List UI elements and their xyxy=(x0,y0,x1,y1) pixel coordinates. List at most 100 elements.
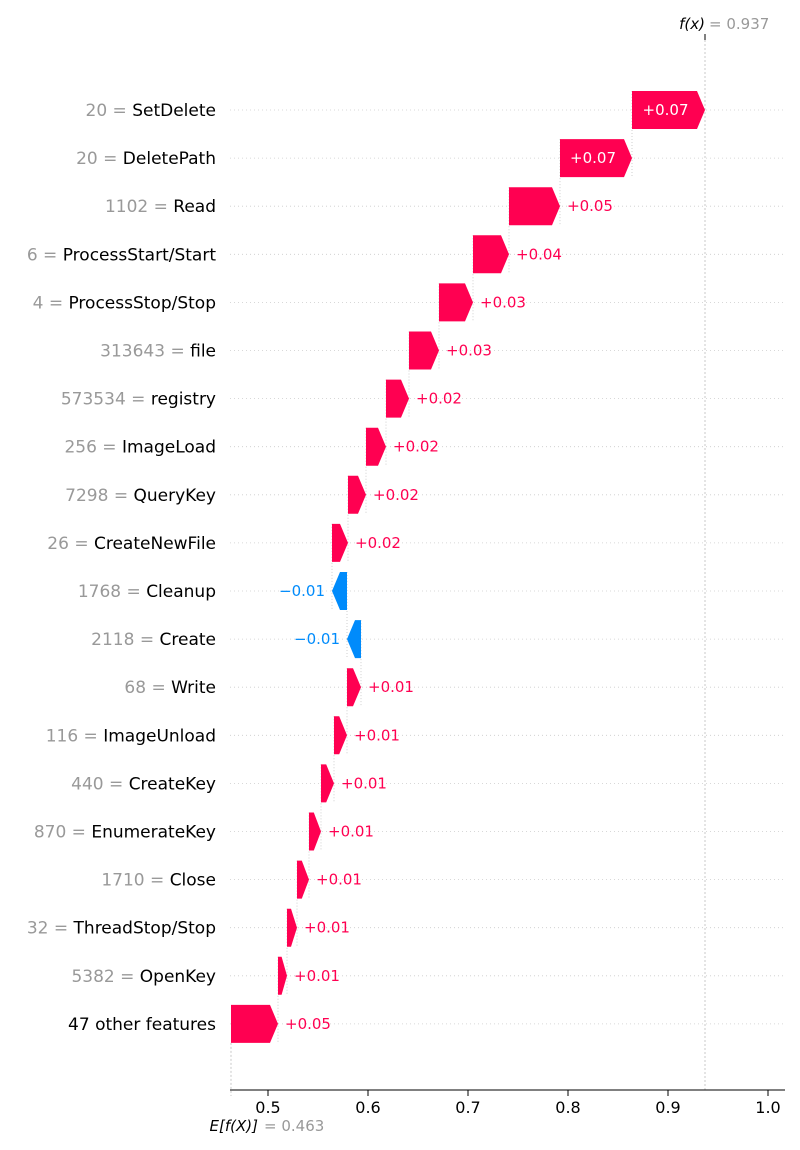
bar-value-label: +0.07 xyxy=(570,149,616,167)
feature-name: Write xyxy=(171,678,216,698)
bar-positive xyxy=(386,379,409,418)
base-label: E[f(X)] xyxy=(210,1117,259,1135)
feature-value: 26 xyxy=(47,534,69,554)
feature-value: 6 xyxy=(27,245,38,265)
bar-positive xyxy=(473,235,509,274)
feature-value: 573534 xyxy=(61,390,126,410)
bar-positive xyxy=(297,860,309,899)
bar-value-label: +0.02 xyxy=(355,534,401,552)
bar-value-label: +0.01 xyxy=(294,967,340,985)
feature-name: CreateNewFile xyxy=(94,534,216,554)
bar-positive xyxy=(509,187,560,226)
bar-value-label: +0.05 xyxy=(567,197,613,215)
x-tick-label: 0.8 xyxy=(555,1098,580,1117)
feature-value: 116 xyxy=(46,726,78,746)
feature-label: 68 = Write xyxy=(124,678,216,698)
x-tick-label: 0.7 xyxy=(455,1098,480,1117)
feature-name: ImageLoad xyxy=(122,438,216,458)
feature-name: 47 other features xyxy=(68,1015,216,1035)
feature-name: EnumerateKey xyxy=(91,823,216,843)
bar-positive xyxy=(334,716,347,755)
feature-name: SetDelete xyxy=(132,101,216,121)
bar-positive xyxy=(278,956,287,995)
bar-positive xyxy=(439,283,473,322)
bar-value-label: −0.01 xyxy=(294,630,340,648)
feature-value: 870 xyxy=(34,823,66,843)
feature-value: 313643 xyxy=(100,342,165,362)
output-value-text: = 0.937 xyxy=(709,15,769,33)
bar-value-label: +0.02 xyxy=(393,438,439,456)
feature-value: 4 xyxy=(33,293,44,313)
feature-name: Create xyxy=(160,630,217,650)
bar-positive xyxy=(309,812,321,851)
feature-label: 1768 = Cleanup xyxy=(78,582,216,602)
feature-name: Read xyxy=(173,197,216,217)
x-tick-label: 0.5 xyxy=(255,1098,280,1117)
bar-value-label: +0.01 xyxy=(354,726,400,744)
feature-value: 256 xyxy=(64,438,96,458)
feature-label: 870 = EnumerateKey xyxy=(34,823,216,843)
bar-value-label: +0.03 xyxy=(446,342,492,360)
bar-positive xyxy=(347,668,361,707)
bar-negative xyxy=(347,620,361,659)
feature-value: 20 xyxy=(86,101,108,121)
feature-label: 26 = CreateNewFile xyxy=(47,534,216,554)
feature-label: 256 = ImageLoad xyxy=(64,438,216,458)
feature-name: QueryKey xyxy=(134,486,217,506)
feature-label: 1710 = Close xyxy=(101,871,216,891)
feature-name: ThreadStop/Stop xyxy=(73,919,216,939)
feature-label: 20 = DeletePath xyxy=(76,149,216,169)
feature-value: 5382 xyxy=(71,967,114,987)
feature-value: 32 xyxy=(27,919,49,939)
feature-value: 440 xyxy=(71,774,103,794)
bar-positive xyxy=(287,908,297,947)
x-tick-label: 0.6 xyxy=(355,1098,380,1117)
bar-value-label: +0.05 xyxy=(285,1015,331,1033)
feature-label: 47 other features xyxy=(68,1015,216,1035)
feature-label: 7298 = QueryKey xyxy=(65,486,216,506)
feature-value: 2118 xyxy=(91,630,134,650)
feature-name: Cleanup xyxy=(146,582,216,602)
bar-value-label: +0.01 xyxy=(328,823,374,841)
bar-value-label: +0.03 xyxy=(480,293,526,311)
feature-name: DeletePath xyxy=(123,149,216,169)
bar-positive xyxy=(560,139,632,178)
bar-negative xyxy=(332,572,347,610)
feature-label: 313643 = file xyxy=(100,342,216,362)
feature-value: 1710 xyxy=(101,871,144,891)
bar-value-label: +0.02 xyxy=(373,486,419,504)
base-value-text: = 0.463 xyxy=(264,1117,324,1135)
bar-positive xyxy=(231,1004,278,1043)
bar-positive xyxy=(348,475,366,514)
bar-value-label: +0.01 xyxy=(304,919,350,937)
feature-label: 2118 = Create xyxy=(91,630,216,650)
x-tick-label: 0.9 xyxy=(655,1098,680,1117)
bar-value-label: −0.01 xyxy=(279,582,325,600)
x-tick-label: 1.0 xyxy=(755,1098,780,1117)
bar-positive xyxy=(366,427,386,466)
bar-value-label: +0.01 xyxy=(316,871,362,889)
feature-name: ProcessStop/Stop xyxy=(68,293,216,313)
bar-value-label: +0.01 xyxy=(368,678,414,696)
feature-value: 68 xyxy=(124,678,146,698)
feature-name: Close xyxy=(170,871,216,891)
feature-label: 32 = ThreadStop/Stop xyxy=(27,919,216,939)
feature-label: 4 = ProcessStop/Stop xyxy=(33,293,216,313)
bar-positive xyxy=(321,764,334,803)
feature-name: CreateKey xyxy=(129,774,216,794)
feature-name: registry xyxy=(151,390,216,410)
feature-label: 116 = ImageUnload xyxy=(46,726,216,746)
feature-name: ProcessStart/Start xyxy=(63,245,217,265)
bar-positive xyxy=(632,91,705,129)
feature-label: 440 = CreateKey xyxy=(71,774,216,794)
feature-label: 573534 = registry xyxy=(61,390,216,410)
feature-value: 1102 xyxy=(105,197,148,217)
feature-value: 7298 xyxy=(65,486,108,506)
bar-value-label: +0.02 xyxy=(416,390,462,408)
feature-label: 1102 = Read xyxy=(105,197,216,217)
bar-positive xyxy=(409,331,439,370)
feature-value: 20 xyxy=(76,149,98,169)
feature-name: ImageUnload xyxy=(103,726,216,746)
bar-positive xyxy=(332,523,348,562)
